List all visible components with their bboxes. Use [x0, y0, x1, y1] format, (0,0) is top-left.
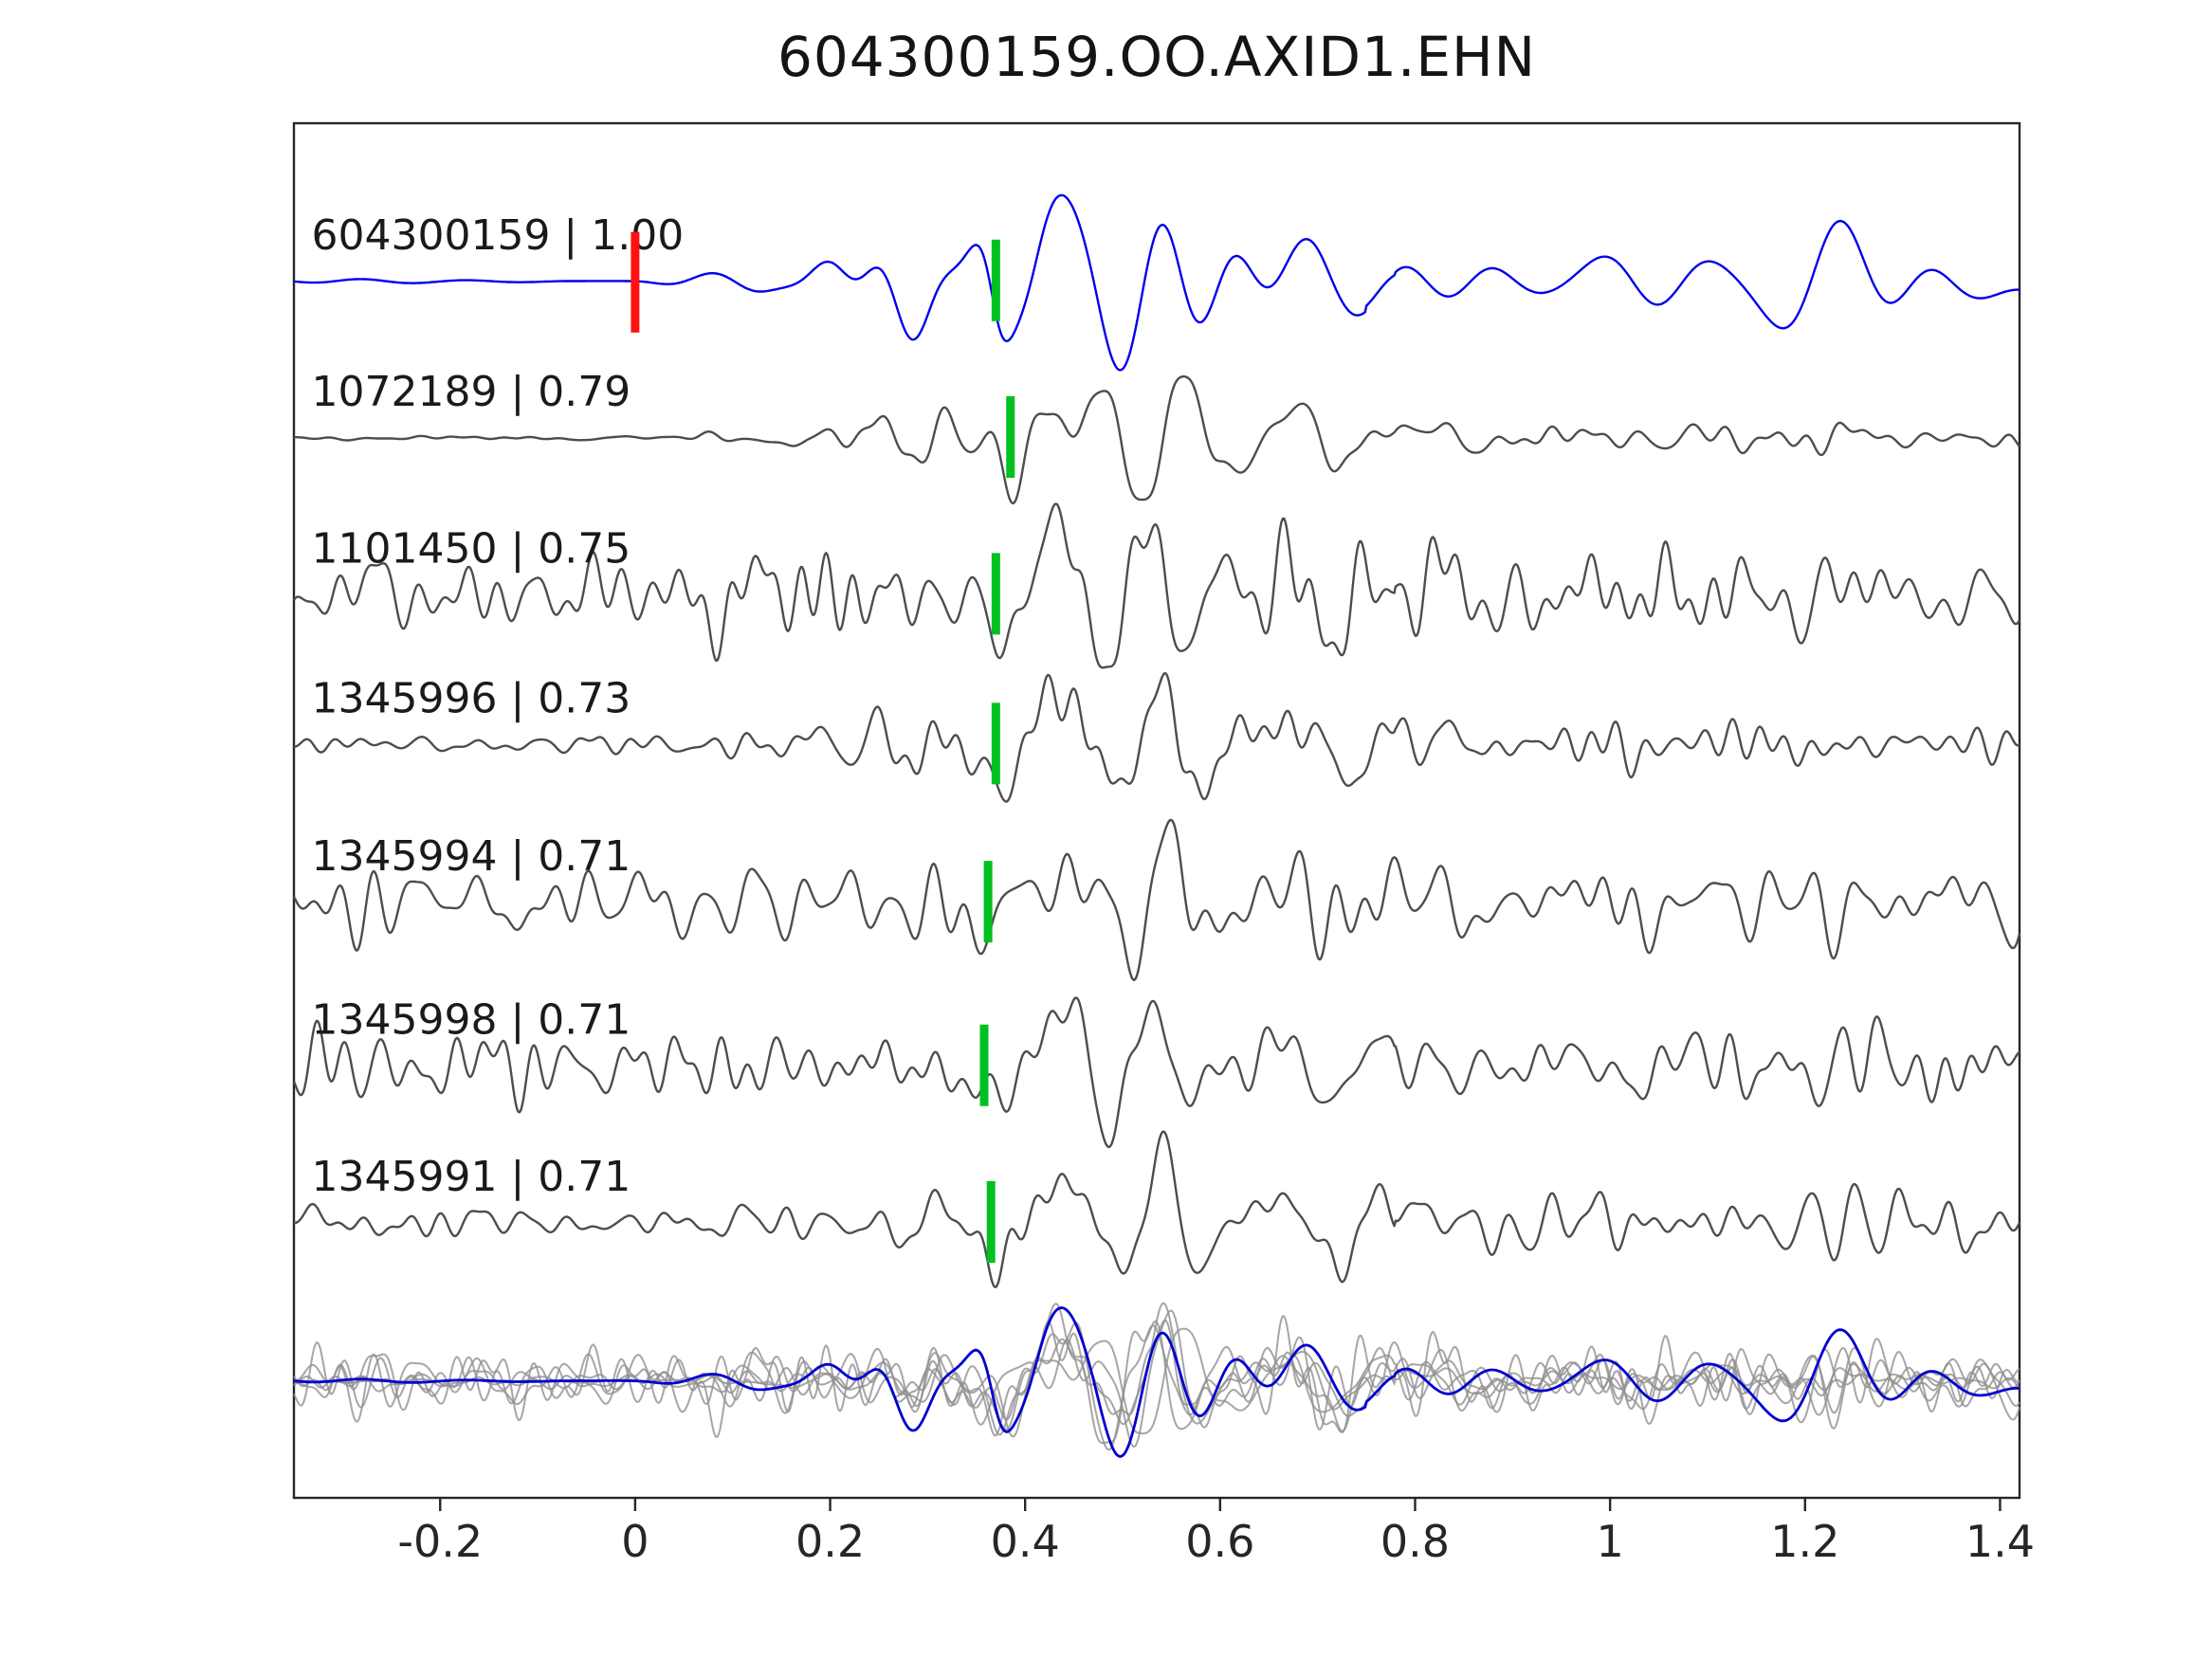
chart-title: 604300159.OO.AXID1.EHN	[777, 25, 1537, 89]
waveform-trace-1345998	[292, 996, 2020, 1149]
trace-label-1345994: 1345994 | 0.71	[312, 832, 631, 881]
x-tick-label: 0.6	[1185, 1516, 1254, 1567]
trace-label-1101450: 1101450 | 0.75	[312, 524, 631, 573]
trace-label-1345996: 1345996 | 0.73	[312, 674, 631, 722]
trace-label-604300159: 604300159 | 1.00	[312, 211, 685, 260]
stack-trace-1345991	[293, 1302, 2020, 1437]
trace-label-1345991: 1345991 | 0.71	[312, 1153, 631, 1201]
trace-label-1345998: 1345998 | 0.71	[312, 996, 631, 1045]
trace-label-1072189: 1072189 | 0.79	[312, 368, 631, 416]
waveform-trace-1345996	[293, 671, 2020, 803]
x-tick-label: 0.2	[795, 1516, 865, 1567]
plot-border	[292, 121, 2021, 1500]
x-tick-label: 0	[621, 1516, 649, 1567]
waveform-trace-1345991	[293, 1130, 2021, 1288]
stack-trace-template	[293, 1306, 2020, 1458]
x-tick-label: 0.4	[991, 1516, 1060, 1567]
waveform-trace-1101450	[293, 502, 2021, 669]
x-tick-label: 1.2	[1770, 1516, 1839, 1567]
x-tick-label: 1.4	[1965, 1516, 2035, 1567]
x-tick-label: -0.2	[397, 1516, 483, 1567]
x-tick-label: 1	[1596, 1516, 1623, 1567]
x-tick-label: 0.8	[1380, 1516, 1450, 1567]
waveform-trace-1072189	[294, 374, 2020, 505]
waveform-trace-1345994	[292, 818, 2021, 981]
waveform-trace-604300159	[293, 193, 2020, 372]
